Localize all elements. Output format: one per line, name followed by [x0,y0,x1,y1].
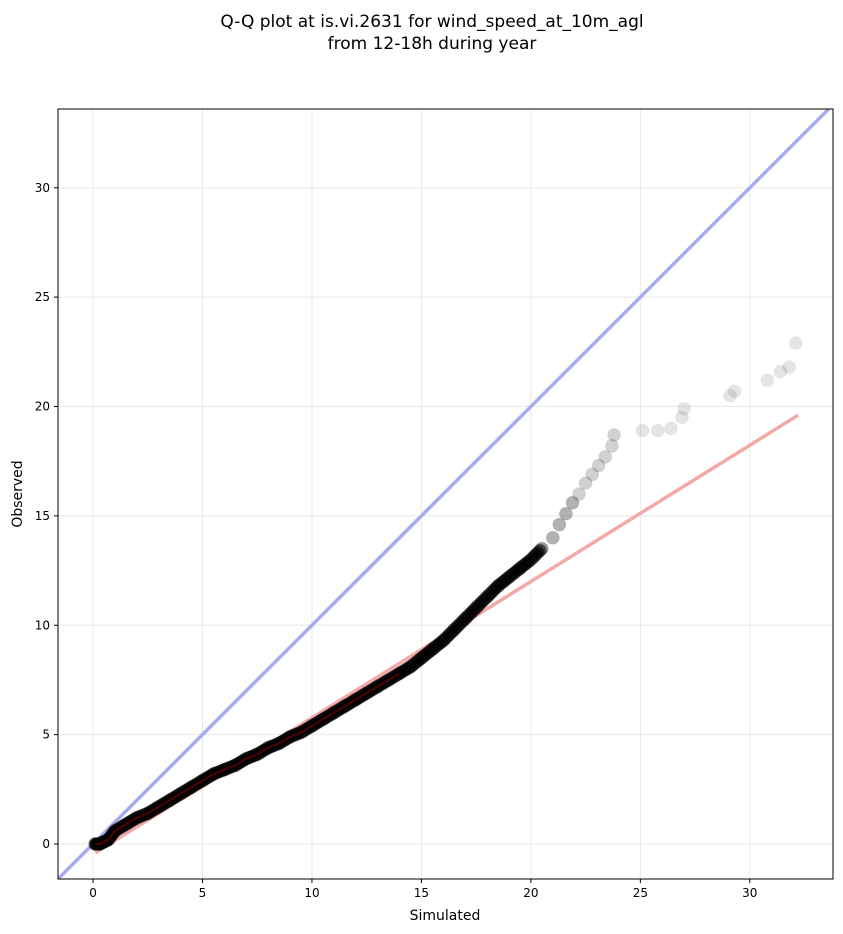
qq-point [585,467,600,482]
qq-point [533,544,547,558]
qq-point [773,365,787,378]
y-axis-ticks: 0 5 10 15 20 25 30 [35,181,58,851]
qq-point [782,360,796,374]
qq-point [727,384,741,398]
x-tick-label: 15 [414,886,429,900]
chart-subtitle: from 12-18h during year [328,34,537,54]
qq-point [651,424,665,438]
qq-point [760,373,774,387]
x-axis-label: Simulated [410,908,481,924]
grid-lines [58,109,833,879]
qq-point [789,336,803,350]
x-tick-label: 30 [742,886,757,900]
y-tick-label: 0 [42,837,50,851]
y-tick-label: 15 [35,509,50,523]
plot-frame [57,108,834,880]
y-tick-label: 10 [35,618,50,632]
qq-point [565,495,580,510]
y-tick-label: 25 [35,290,50,304]
qq-point [578,476,593,491]
qq-point [723,389,737,403]
qq-point [552,517,567,532]
y-tick-label: 20 [35,400,50,414]
qq-point [591,458,606,473]
qq-point [572,487,587,501]
chart-title: Q-Q plot at is.vi.2631 for wind_speed_at… [220,12,643,32]
qq-point [558,506,573,521]
qq-point [677,402,691,416]
y-axis-label: Observed [10,460,26,527]
x-tick-label: 10 [304,886,319,900]
y-tick-label: 5 [42,728,50,742]
identity-line [58,109,832,879]
x-tick-label: 20 [523,886,538,900]
fit-overlay-line [95,672,401,845]
y-tick-label: 30 [35,181,50,195]
qq-point [604,438,619,453]
qq-point [675,410,689,424]
plot-area [58,109,832,879]
x-tick-label: 25 [633,886,648,900]
x-axis-ticks: 0 5 10 15 20 25 30 [89,879,757,900]
x-tick-label: 5 [199,886,207,900]
qq-point [545,530,560,545]
qq-point [664,421,678,435]
x-tick-label: 0 [89,886,97,900]
qq-point [534,541,549,556]
qq-point [607,427,622,442]
qq-point [636,424,650,438]
qq-point [598,449,613,464]
